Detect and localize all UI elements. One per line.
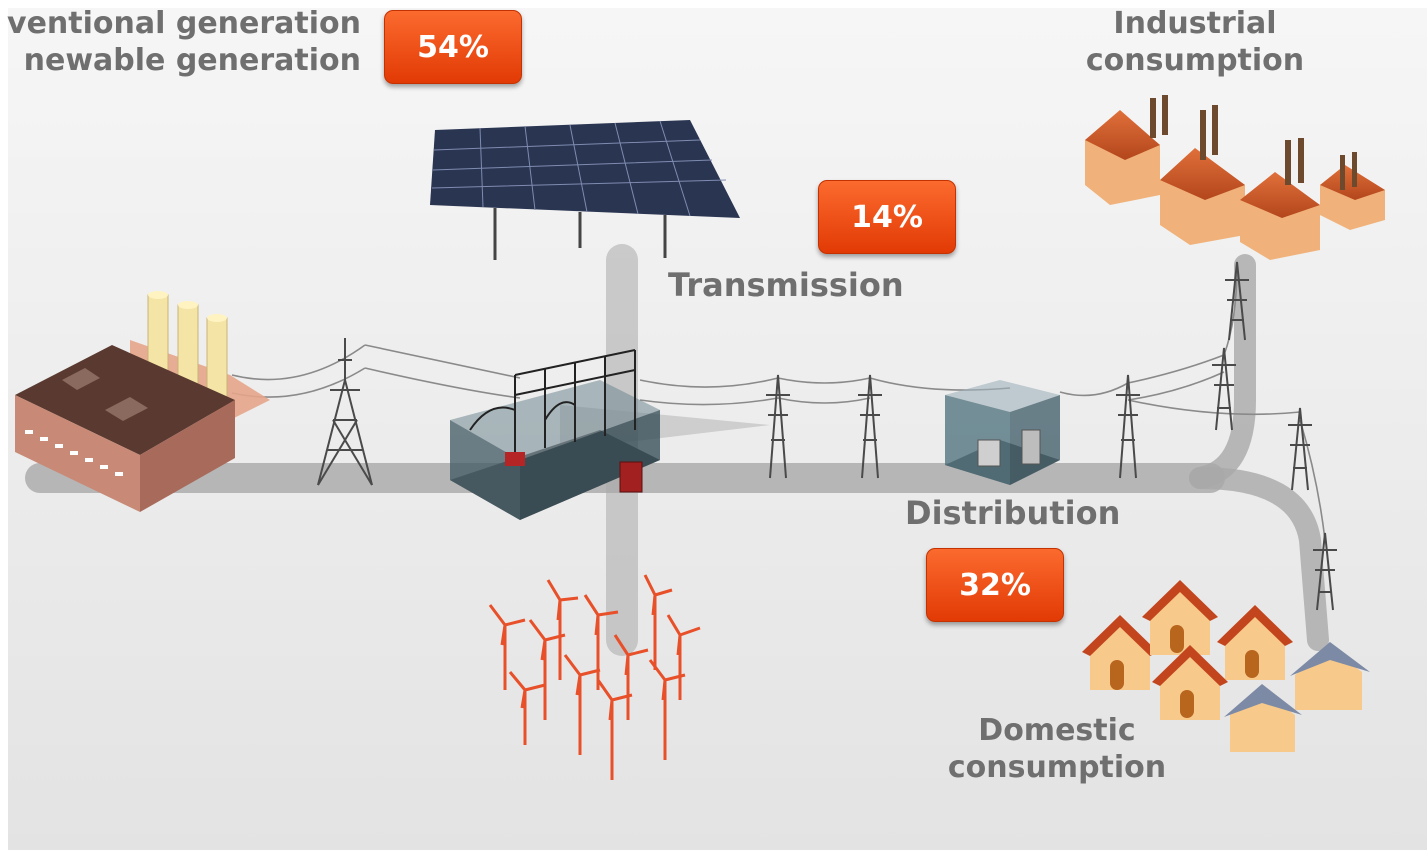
distribution-station-icon — [945, 380, 1060, 485]
generation-label: ventional generation newable generation — [7, 6, 361, 79]
transmission-label: Transmission — [668, 266, 904, 304]
power-plant-icon — [15, 291, 270, 512]
wind-turbines-icon — [488, 574, 701, 780]
domestic-label-line-2: consumption — [947, 749, 1167, 785]
pylon-icon — [1116, 374, 1140, 479]
pylon-icon — [317, 338, 373, 486]
distribution-percentage-badge: 32% — [926, 548, 1064, 622]
factories-icon — [1085, 95, 1385, 260]
pylon-icon — [1288, 407, 1312, 491]
generation-label-line-1: ventional generation — [7, 6, 361, 41]
industrial-label-line-1: Industrial — [1113, 6, 1277, 41]
industrial-label-line-2: consumption — [1085, 42, 1305, 78]
pylon-icon — [1313, 532, 1337, 611]
substation-icon — [450, 349, 660, 520]
pylon-icon — [1212, 347, 1236, 431]
solar-panels-icon — [430, 120, 740, 260]
domestic-label-line-1: Domestic — [978, 713, 1136, 748]
domestic-consumption-label: Domestic consumption — [942, 713, 1172, 786]
transmission-percentage-badge: 14% — [818, 180, 956, 254]
pylon-icon — [858, 374, 882, 479]
pylon-icon — [766, 374, 790, 479]
generation-label-line-2: newable generation — [23, 42, 361, 78]
houses-icon — [1082, 580, 1370, 752]
industrial-consumption-label: Industrial consumption — [1080, 6, 1310, 79]
generation-percentage-badge: 54% — [384, 10, 522, 84]
transmission-cables — [231, 264, 1326, 541]
distribution-label: Distribution — [905, 494, 1121, 532]
pylon-icon — [1225, 261, 1249, 341]
